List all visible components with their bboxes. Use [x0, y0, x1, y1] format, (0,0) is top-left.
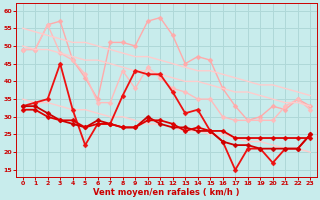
- X-axis label: Vent moyen/en rafales ( km/h ): Vent moyen/en rafales ( km/h ): [93, 188, 240, 197]
